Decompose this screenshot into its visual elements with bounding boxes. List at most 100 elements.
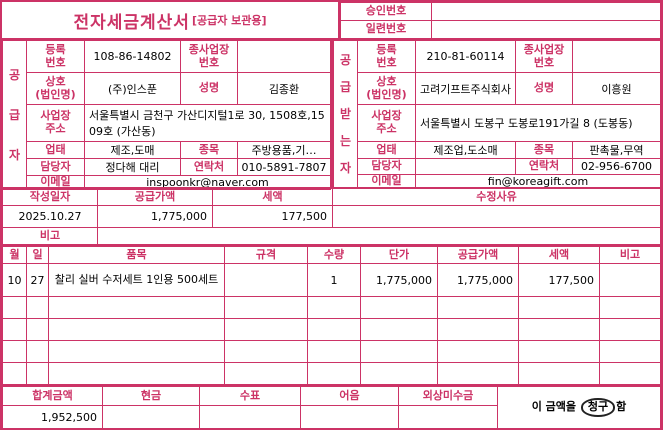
buyer-biztype-value: 제조업,도소매: [415, 141, 516, 159]
supplier-subbiz-label: 종사업장 번호: [180, 40, 238, 73]
supplier-address-value: 서울특별시 금천구 가산디지털1로 30, 1508호,1509호 (가산동): [84, 104, 331, 142]
total-amount-label: 합계금액: [2, 386, 103, 406]
tax-amount-value: 177,500: [212, 205, 333, 228]
claim-suffix: 함: [616, 400, 627, 414]
supplier-company-label: 상호 (법인명): [26, 72, 85, 105]
approval-serial-block: 승인번호 일련번호: [340, 2, 661, 39]
buyer-address-label: 사업장 주소: [357, 104, 416, 142]
supplier-phone-value: 010-5891-7807: [237, 158, 331, 176]
item-remark: [599, 263, 661, 297]
col-header-day: 일: [26, 246, 49, 264]
promissory-note-label: 어음: [300, 386, 399, 406]
buyer-block: 공 급 받 는 자 등록 번호 210-81-60114 종사업장 번호 상호 …: [333, 40, 661, 189]
supplier-bizitem-label: 종목: [180, 141, 238, 159]
empty-item-row: [2, 318, 661, 341]
supplier-side-label: 공 급 자: [2, 40, 27, 190]
revision-reason-label: 수정사유: [332, 188, 661, 206]
supplier-phone-label: 연락처: [180, 158, 238, 176]
supplier-reg-value: 108-86-14802: [84, 40, 181, 73]
col-header-tax: 세액: [518, 246, 600, 264]
approval-number-label: 승인번호: [340, 2, 432, 21]
col-header-supply-amount: 공급가액: [437, 246, 519, 264]
supplier-manager-label: 담당자: [26, 158, 85, 176]
col-header-item: 품목: [48, 246, 225, 264]
cash-value: [102, 405, 200, 428]
credit-outstanding-label: 외상미수금: [398, 386, 498, 406]
buyer-reg-value: 210-81-60114: [415, 40, 516, 73]
buyer-name-label: 성명: [515, 72, 573, 105]
supplier-subbiz-value: [237, 40, 331, 73]
check-value: [199, 405, 301, 428]
totals-section: 합계금액 현금 수표 어음 외상미수금 이 금액을 청구 함 1,952,500: [2, 385, 661, 428]
supplier-company-value: (주)인스푼: [84, 72, 181, 105]
buyer-phone-label: 연락처: [515, 158, 573, 175]
supply-amount-value: 1,775,000: [97, 205, 213, 228]
supplier-block: 공 급 자 등록 번호 108-86-14802 종사업장 번호 상호 (법인명…: [2, 40, 333, 190]
supplier-name-label: 성명: [180, 72, 238, 105]
check-label: 수표: [199, 386, 301, 406]
serial-number-label: 일련번호: [340, 20, 432, 39]
buyer-phone-value: 02-956-6700: [572, 158, 661, 175]
total-amount-value: 1,952,500: [2, 405, 103, 428]
empty-item-row: [2, 340, 661, 363]
buyer-manager-value: [415, 158, 516, 175]
parties-section: 공 급 자 등록 번호 108-86-14802 종사업장 번호 상호 (법인명…: [2, 40, 661, 190]
invoice-title-suffix: [공급자 보관용]: [191, 14, 267, 27]
item-supply-amount: 1,775,000: [437, 263, 519, 297]
summary-section: 작성일자 공급가액 세액 수정사유 2025.10.27 1,775,000 1…: [2, 187, 661, 245]
supplier-biztype-label: 업태: [26, 141, 85, 159]
buyer-name-value: 이흥원: [572, 72, 661, 105]
invoice-header: 전자세금계산서 [공급자 보관용] 승인번호 일련번호: [2, 2, 661, 40]
supply-amount-label: 공급가액: [97, 188, 213, 206]
supplier-biztype-value: 제조,도매: [84, 141, 181, 159]
credit-outstanding-value: [398, 405, 498, 428]
item-month: 10: [2, 263, 27, 297]
supplier-address-label: 사업장 주소: [26, 104, 85, 142]
buyer-bizitem-value: 판촉물,무역: [572, 141, 661, 159]
buyer-address-value: 서울특별시 도봉구 도봉로191가길 8 (도봉동): [415, 104, 661, 142]
claim-statement: 이 금액을 청구 함: [497, 386, 661, 428]
item-qty: 1: [307, 263, 361, 297]
supplier-reg-label: 등록 번호: [26, 40, 85, 73]
buyer-reg-label: 등록 번호: [357, 40, 416, 73]
col-header-unit-price: 단가: [360, 246, 438, 264]
buyer-company-value: 고려기프트주식회사: [415, 72, 516, 105]
item-day: 27: [26, 263, 49, 297]
write-date-label: 작성일자: [2, 188, 98, 206]
claim-type-marked: 청구: [580, 398, 616, 417]
invoice-title-box: 전자세금계산서 [공급자 보관용]: [2, 2, 340, 38]
buyer-biztype-label: 업태: [357, 141, 416, 159]
supplier-name-value: 김종환: [237, 72, 331, 105]
col-header-qty: 수량: [307, 246, 361, 264]
remark-value: [97, 227, 661, 245]
col-header-remark: 비고: [599, 246, 661, 264]
buyer-side-label: 공 급 받 는 자: [333, 40, 358, 189]
buyer-subbiz-value: [572, 40, 661, 73]
buyer-company-label: 상호 (법인명): [357, 72, 416, 105]
col-header-spec: 규격: [224, 246, 308, 264]
approval-number-value: [431, 2, 661, 21]
item-name: 찰리 실버 수저세트 1인용 500세트: [48, 263, 225, 297]
item-tax: 177,500: [518, 263, 600, 297]
buyer-manager-label: 담당자: [357, 158, 416, 175]
items-section: 월 일 품목 규격 수량 단가 공급가액 세액 비고 10 27 찰리 실버 수…: [2, 245, 661, 385]
serial-number-value: [431, 20, 661, 39]
item-row: 10 27 찰리 실버 수저세트 1인용 500세트 1 1,775,000 1…: [2, 263, 661, 297]
promissory-note-value: [300, 405, 399, 428]
col-header-month: 월: [2, 246, 27, 264]
revision-reason-value: [332, 205, 661, 228]
write-date-value: 2025.10.27: [2, 205, 98, 228]
empty-item-row: [2, 362, 661, 385]
claim-prefix: 이 금액을: [531, 400, 577, 414]
cash-label: 현금: [102, 386, 200, 406]
item-spec: [224, 263, 308, 297]
supplier-manager-value: 정다해 대리: [84, 158, 181, 176]
empty-item-row: [2, 296, 661, 319]
tax-amount-label: 세액: [212, 188, 333, 206]
invoice-title: 전자세금계산서: [73, 12, 190, 33]
buyer-bizitem-label: 종목: [515, 141, 573, 159]
buyer-subbiz-label: 종사업장 번호: [515, 40, 573, 73]
item-unit-price: 1,775,000: [360, 263, 438, 297]
supplier-bizitem-value: 주방용품,기…: [237, 141, 331, 159]
